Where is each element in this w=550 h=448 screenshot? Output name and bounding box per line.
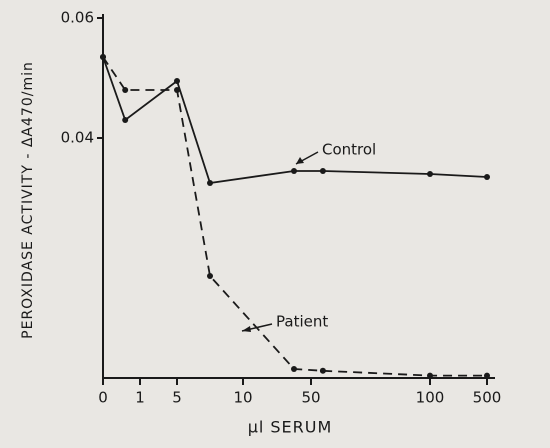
data-point (207, 180, 213, 186)
x-tick-label: 100 (416, 389, 445, 407)
data-point (427, 171, 433, 177)
y-tick-label: 0.06 (61, 9, 94, 27)
arrow-head (296, 157, 304, 164)
x-tick-label: 5 (172, 389, 182, 407)
data-point (484, 372, 490, 379)
series-line (102, 56, 488, 184)
series-line (102, 56, 487, 377)
x-axis-title: µl SERUM (248, 418, 333, 437)
series-label: Control (322, 141, 376, 159)
data-point (207, 273, 213, 279)
x-tick-label: 10 (233, 389, 252, 407)
data-point (291, 168, 297, 174)
x-tick-label: 50 (301, 389, 320, 407)
data-point (100, 54, 106, 60)
data-point (122, 87, 129, 93)
data-point (319, 367, 326, 374)
data-point (484, 174, 490, 180)
y-axis-title: PEROXIDASE ACTIVITY - ΔA470/min (20, 61, 36, 339)
data-point (427, 372, 433, 379)
arrow-head (242, 326, 251, 332)
data-point (319, 168, 326, 174)
data-point (122, 117, 129, 123)
data-point (174, 78, 180, 84)
data-point (174, 87, 180, 93)
x-tick-label: 1 (135, 389, 145, 407)
data-point (291, 366, 297, 372)
x-tick-label: 500 (473, 389, 502, 407)
series-label: Patient (276, 313, 328, 331)
y-tick-label: 0.04 (61, 129, 94, 147)
x-tick-label: 0 (98, 389, 108, 407)
